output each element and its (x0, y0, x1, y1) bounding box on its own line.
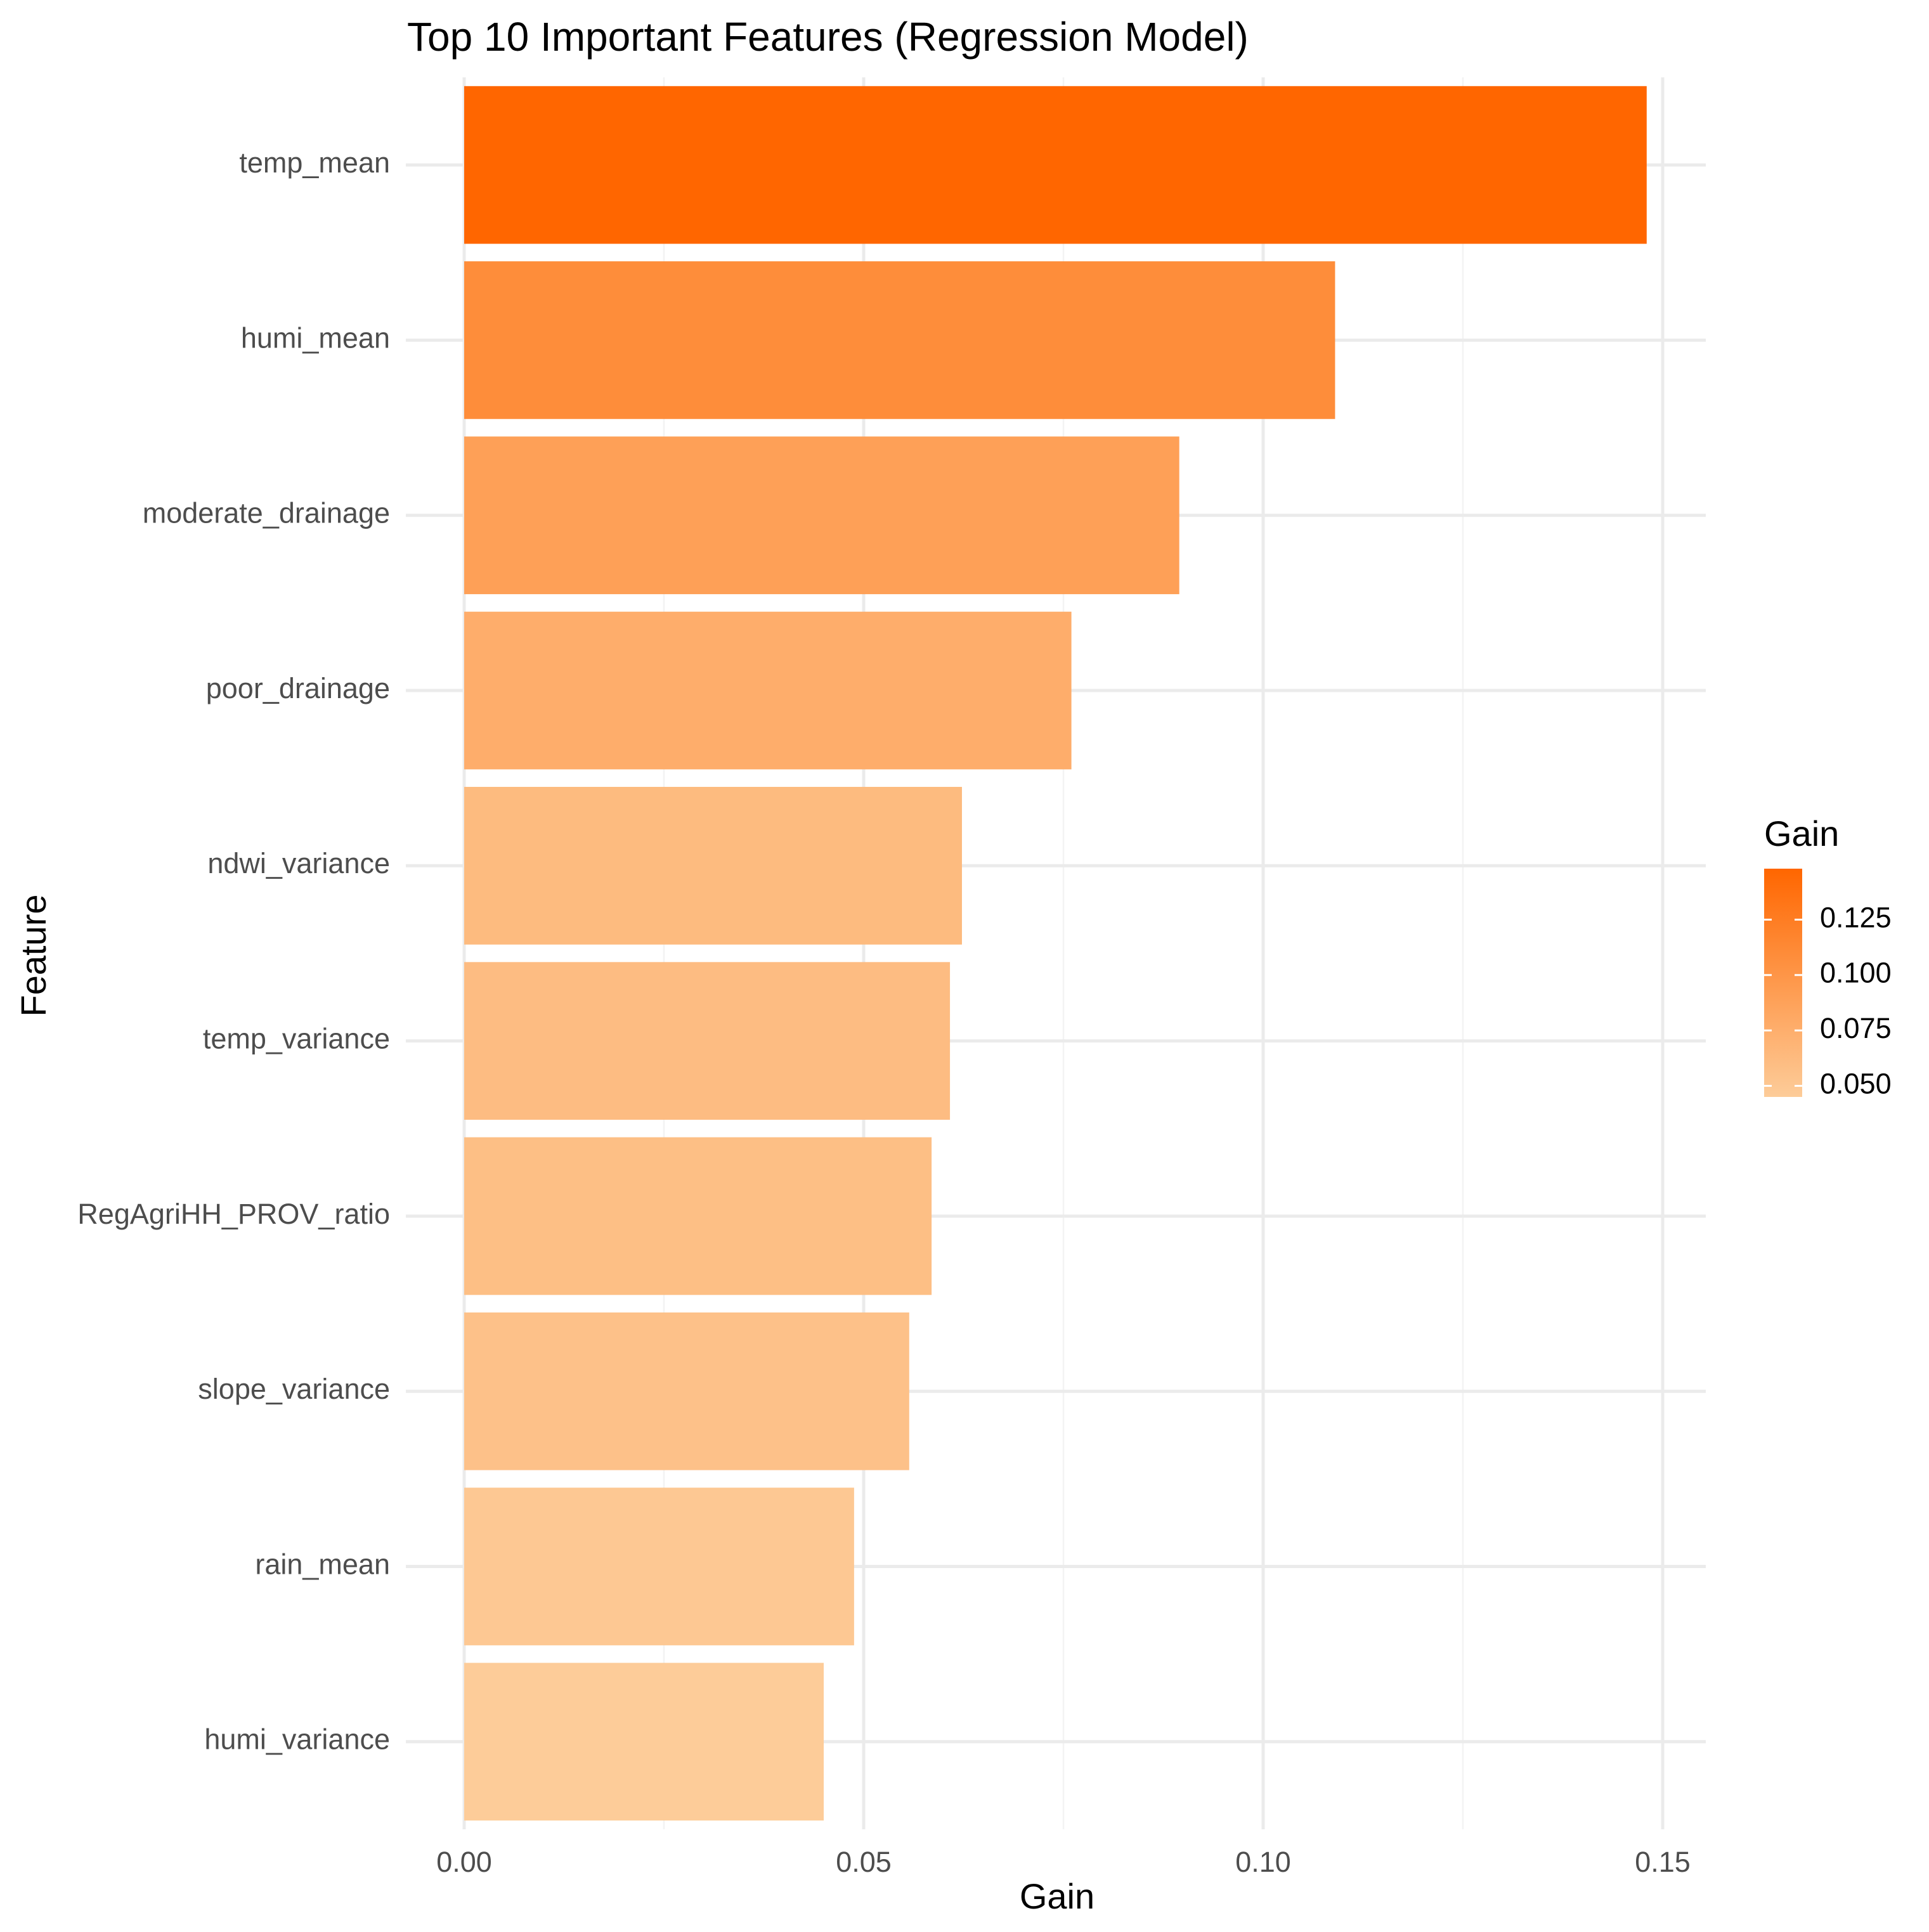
bar-temp_mean (464, 86, 1647, 244)
bar-rain_mean (464, 1488, 854, 1645)
chart-title: Top 10 Important Features (Regression Mo… (407, 14, 1249, 60)
bar-moderate_drainage (464, 436, 1179, 595)
y-tick-label: moderate_drainage (143, 497, 390, 529)
y-tick-label: ndwi_variance (207, 847, 390, 879)
y-axis-title: Feature (13, 895, 53, 1017)
bar-humi_mean (464, 261, 1335, 419)
bar-temp_variance (464, 962, 951, 1120)
y-tick-label: temp_variance (203, 1023, 390, 1055)
y-tick-label: poor_drainage (206, 672, 390, 704)
bar-ndwi_variance (464, 787, 962, 945)
x-tick-label: 0.15 (1635, 1846, 1691, 1878)
x-tick-label: 0.10 (1235, 1846, 1291, 1878)
bar-poor_drainage (464, 611, 1072, 770)
x-tick-label: 0.00 (436, 1846, 492, 1878)
bar-slope_variance (464, 1312, 909, 1470)
y-tick-label: temp_mean (239, 146, 390, 179)
y-tick-label: humi_variance (204, 1723, 390, 1756)
legend: Gain 0.050 0.075 0.100 0.125 (1764, 814, 1892, 1099)
legend-tick-label: 0.050 (1820, 1067, 1892, 1099)
bar-humi_variance (464, 1663, 824, 1821)
legend-tick-label: 0.075 (1820, 1012, 1892, 1044)
y-tick-label: rain_mean (255, 1548, 390, 1580)
bar-RegAgriHH_PROV_ratio (464, 1137, 932, 1295)
x-axis-title: Gain (1020, 1876, 1094, 1916)
y-tick-label: humi_mean (241, 321, 390, 354)
y-tick-label: RegAgriHH_PROV_ratio (77, 1198, 390, 1230)
bar-layer (464, 86, 1647, 1821)
legend-title: Gain (1764, 814, 1839, 853)
y-tick-label: slope_variance (198, 1373, 390, 1405)
tick-layer: temp_mean humi_mean moderate_drainage poor_… (77, 146, 1691, 1878)
x-tick-label: 0.05 (836, 1846, 892, 1878)
legend-tick-label: 0.125 (1820, 901, 1892, 933)
legend-colorbar (1764, 869, 1802, 1097)
legend-tick-label: 0.100 (1820, 957, 1892, 989)
